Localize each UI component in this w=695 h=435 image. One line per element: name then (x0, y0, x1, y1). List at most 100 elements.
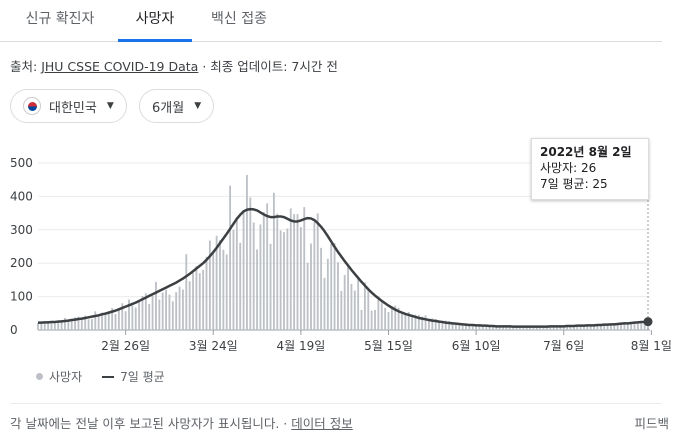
death-bar (249, 197, 252, 330)
death-bar (272, 192, 275, 330)
x-tick-label: 2월 26일 (101, 339, 150, 353)
chart-tooltip: 2022년 8월 2일 사망자: 26 7일 평균: 25 (531, 138, 649, 200)
death-bar (495, 326, 498, 330)
death-bar (141, 295, 144, 330)
death-bar (579, 325, 582, 330)
death-bar (188, 281, 191, 330)
death-bar (417, 314, 420, 330)
death-bar (323, 277, 326, 330)
death-bar (576, 325, 579, 330)
death-bar (37, 322, 39, 330)
death-bar (411, 314, 414, 330)
country-label: 대한민국 (49, 100, 97, 116)
death-bar (360, 309, 363, 330)
legend-average: 7일 평균 (120, 370, 165, 384)
death-bar (363, 282, 366, 330)
death-bar (640, 321, 643, 330)
death-bar (225, 254, 228, 330)
y-tick-label: 0 (10, 323, 18, 337)
death-bar (175, 292, 178, 330)
death-bar (428, 318, 430, 330)
death-bar (552, 326, 555, 330)
death-bar (390, 307, 393, 330)
dropdown-caret-icon: ▼ (194, 101, 202, 111)
hover-point (643, 317, 653, 327)
death-bar (613, 322, 616, 330)
death-bar (259, 224, 262, 330)
death-bar (138, 301, 141, 330)
feedback-link[interactable]: 피드백 (634, 416, 669, 431)
death-bar (370, 310, 373, 330)
death-bar (630, 322, 633, 330)
death-bar (262, 212, 265, 330)
tab-new-cases[interactable]: 신규 확진자 (25, 11, 95, 27)
death-bar (131, 305, 134, 330)
death-bar (367, 289, 370, 330)
death-bar (53, 321, 56, 330)
tooltip-average: 7일 평균: 25 (540, 177, 608, 191)
death-bar (104, 314, 107, 330)
death-bar (478, 324, 481, 330)
death-bar (431, 318, 434, 330)
death-bar (232, 229, 235, 330)
death-bar (310, 243, 312, 330)
death-bar (643, 320, 646, 330)
death-bar (306, 262, 309, 330)
death-bar (421, 316, 424, 330)
death-bar (515, 325, 518, 330)
death-bar (616, 323, 619, 330)
y-tick-label: 100 (10, 290, 33, 304)
tab-deaths[interactable]: 사망자 (118, 0, 192, 42)
death-bar (512, 326, 515, 330)
country-dropdown[interactable]: 대한민국 ▼ (10, 89, 127, 123)
death-bar (407, 311, 410, 330)
source-line: 출처: JHU CSSE COVID-19 Data · 최종 업데이트: 7시… (10, 56, 338, 75)
death-bar (502, 325, 505, 330)
death-bar (599, 323, 602, 330)
death-bar (256, 249, 258, 330)
source-prefix: 출처: (10, 59, 38, 74)
death-bar (151, 295, 154, 330)
seven-day-average-line (38, 207, 649, 328)
death-bar (124, 311, 127, 330)
death-bar (117, 309, 120, 330)
death-bar (144, 293, 147, 330)
death-bar (569, 325, 572, 330)
period-dropdown[interactable]: 6개월 ▼ (139, 89, 215, 123)
death-bar (522, 326, 525, 330)
deaths-chart[interactable]: 0 100 200 300 400 500 2월 26일 3월 24일 4월 19일 5월 15… (0, 140, 695, 365)
death-bar (583, 324, 585, 330)
death-bar (47, 320, 50, 330)
death-bar (542, 326, 545, 330)
death-bar (158, 299, 161, 330)
tooltip-deaths: 사망자: 26 (540, 161, 597, 175)
y-tick-label: 300 (10, 223, 33, 237)
death-bar (343, 274, 346, 330)
death-bar (60, 321, 63, 330)
death-bar (229, 185, 232, 330)
death-bar (623, 321, 626, 330)
death-bar (384, 307, 387, 330)
death-bar (202, 269, 205, 330)
death-bar (134, 307, 137, 330)
death-bar (80, 318, 83, 330)
death-bar (316, 213, 319, 330)
death-bar (454, 322, 457, 330)
death-bar (313, 222, 316, 330)
death-bar (40, 322, 43, 330)
death-bar (219, 240, 221, 330)
death-bar (161, 292, 164, 330)
x-tick-label: 8월 1일 (631, 339, 672, 353)
death-bar (374, 309, 376, 330)
tab-vaccinations[interactable]: 백신 접종 (211, 11, 267, 27)
korea-flag-icon (23, 97, 41, 115)
source-link[interactable]: JHU CSSE COVID-19 Data (41, 59, 199, 74)
data-info-link[interactable]: 데이터 정보 (291, 416, 353, 431)
death-bar (444, 320, 447, 330)
death-bar (101, 312, 103, 330)
death-bar (532, 325, 535, 330)
footer-note: 각 날짜에는 전날 이후 보고된 사망자가 표시됩니다. · 데이터 정보 (10, 413, 353, 432)
death-bar (303, 207, 306, 330)
death-bar (286, 228, 289, 330)
death-bar (279, 230, 282, 330)
